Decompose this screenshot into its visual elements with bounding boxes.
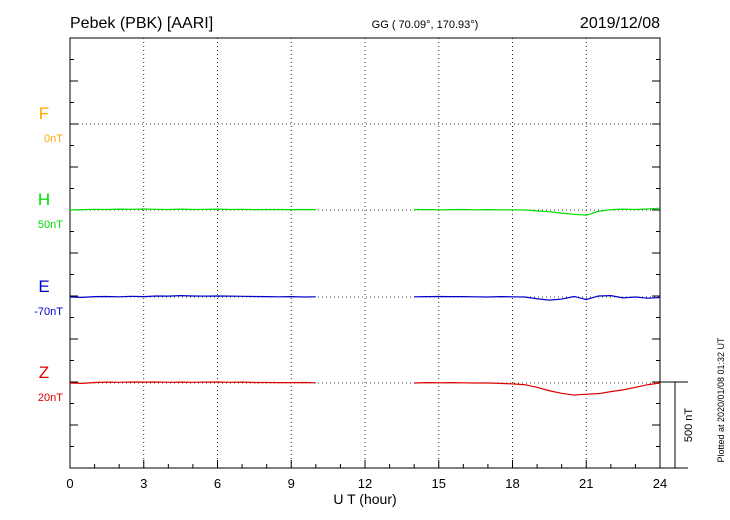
x-tick-label: 6 (214, 476, 221, 491)
x-tick-label: 0 (66, 476, 73, 491)
axis-ticks (69, 59, 661, 468)
series-offset-h: 50nT (38, 219, 63, 231)
x-tick-label: 24 (653, 476, 667, 491)
series-line-z (69, 381, 661, 396)
x-tick-label: 12 (358, 476, 372, 491)
x-tick-label: 3 (140, 476, 147, 491)
x-tick-label: 15 (432, 476, 446, 491)
series-line-e (69, 295, 661, 301)
series-offset-z: 20nT (38, 392, 63, 404)
series-offset-f: 0nT (44, 133, 63, 145)
x-tick-label: 9 (288, 476, 295, 491)
grid (143, 38, 587, 468)
plotted-note: Plotted at 2020/01/08 01:32 UT (716, 337, 726, 463)
series-line-h (69, 207, 661, 216)
series-traces (69, 207, 661, 396)
series-name-e: E (38, 277, 49, 296)
series-name-z: Z (39, 363, 49, 382)
x-tick-labels: 0 3 6 9 12 15 18 21 24 (66, 476, 667, 491)
x-tick-label: 18 (505, 476, 519, 491)
x-tick-label: 21 (579, 476, 593, 491)
series-offset-e: -70nT (34, 306, 63, 318)
series-name-h: H (38, 190, 50, 209)
series-labels: F 0nT H 50nT E -70nT Z 20nT (34, 104, 63, 404)
scale-bar: 500 nT (660, 381, 695, 469)
x-axis-label: U T (hour) (333, 491, 396, 507)
station-coords: GG ( 70.09°, 170.93°) (372, 19, 479, 31)
scale-bar-label: 500 nT (683, 408, 695, 443)
series-name-f: F (39, 104, 49, 123)
chart-date: 2019/12/08 (580, 15, 660, 32)
station-title: Pebek (PBK) [AARI] (70, 15, 213, 32)
